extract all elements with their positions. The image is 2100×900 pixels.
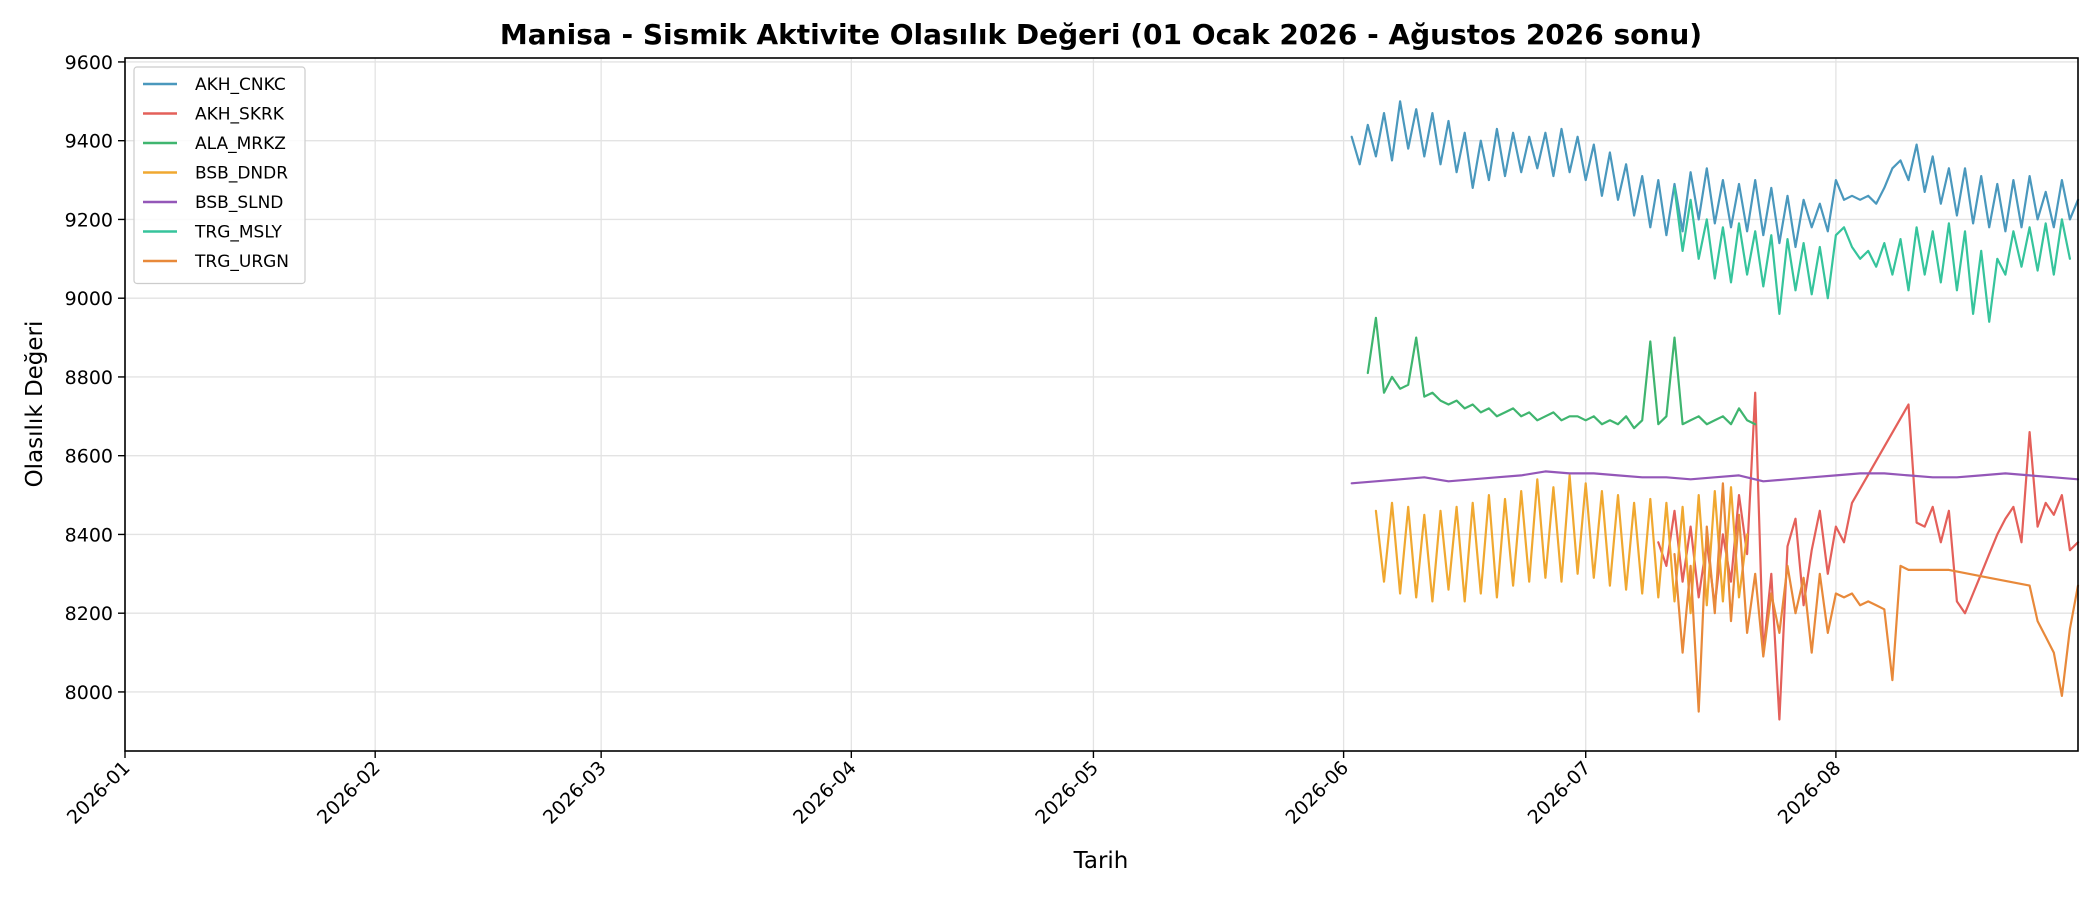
x-axis-title: Tarih bbox=[1073, 848, 1129, 874]
legend-label-bsb-dndr: BSB_DNDR bbox=[195, 164, 288, 184]
series-line-ala-mrkz bbox=[1366, 316, 1757, 430]
legend-box bbox=[133, 66, 306, 285]
legend: AKH_CNKC AKH_SKRK ALA_MRKZ BSB_DNDR BSB_SLND… bbox=[133, 66, 306, 285]
y-tick-label: 8800 bbox=[65, 367, 113, 389]
series-layer bbox=[1350, 100, 2080, 721]
y-tick-label: 9600 bbox=[65, 52, 113, 74]
legend-label-trg-msly: TRG_MSLY bbox=[194, 223, 283, 243]
y-tick-label: 8600 bbox=[65, 446, 113, 468]
y-axis-title: Olasılık Değeri bbox=[22, 321, 48, 488]
y-tick-label: 9200 bbox=[65, 209, 113, 231]
series-line-bsb-slnd bbox=[1350, 470, 2080, 485]
y-tick-label: 9400 bbox=[65, 131, 113, 153]
grid bbox=[124, 58, 2078, 751]
legend-label-akh-skrk: AKH_SKRK bbox=[195, 105, 285, 125]
series-line-bsb-dndr bbox=[1374, 474, 1749, 615]
y-tick-label: 8000 bbox=[65, 682, 113, 704]
legend-label-bsb-slnd: BSB_SLND bbox=[195, 193, 283, 213]
y-axis: 8000 8200 8400 8600 8800 9000 9200 9400 9600 bbox=[65, 52, 125, 704]
legend-label-ala-mrkz: ALA_MRKZ bbox=[195, 134, 286, 154]
y-tick-label: 9000 bbox=[65, 288, 113, 310]
y-tick-label: 8400 bbox=[65, 524, 113, 546]
series-line-trg-msly bbox=[1673, 186, 2071, 323]
plot-frame bbox=[124, 57, 2079, 752]
series-line-trg-urgn bbox=[1673, 482, 2080, 713]
chart-title: Manisa - Sismik Aktivite Olasılık Değeri… bbox=[500, 18, 1702, 51]
legend-label-trg-urgn: TRG_URGN bbox=[194, 252, 289, 272]
series-line-akh-cnkc bbox=[1350, 100, 2080, 249]
y-tick-label: 8200 bbox=[65, 603, 113, 625]
legend-label-akh-cnkc: AKH_CNKC bbox=[195, 75, 286, 95]
